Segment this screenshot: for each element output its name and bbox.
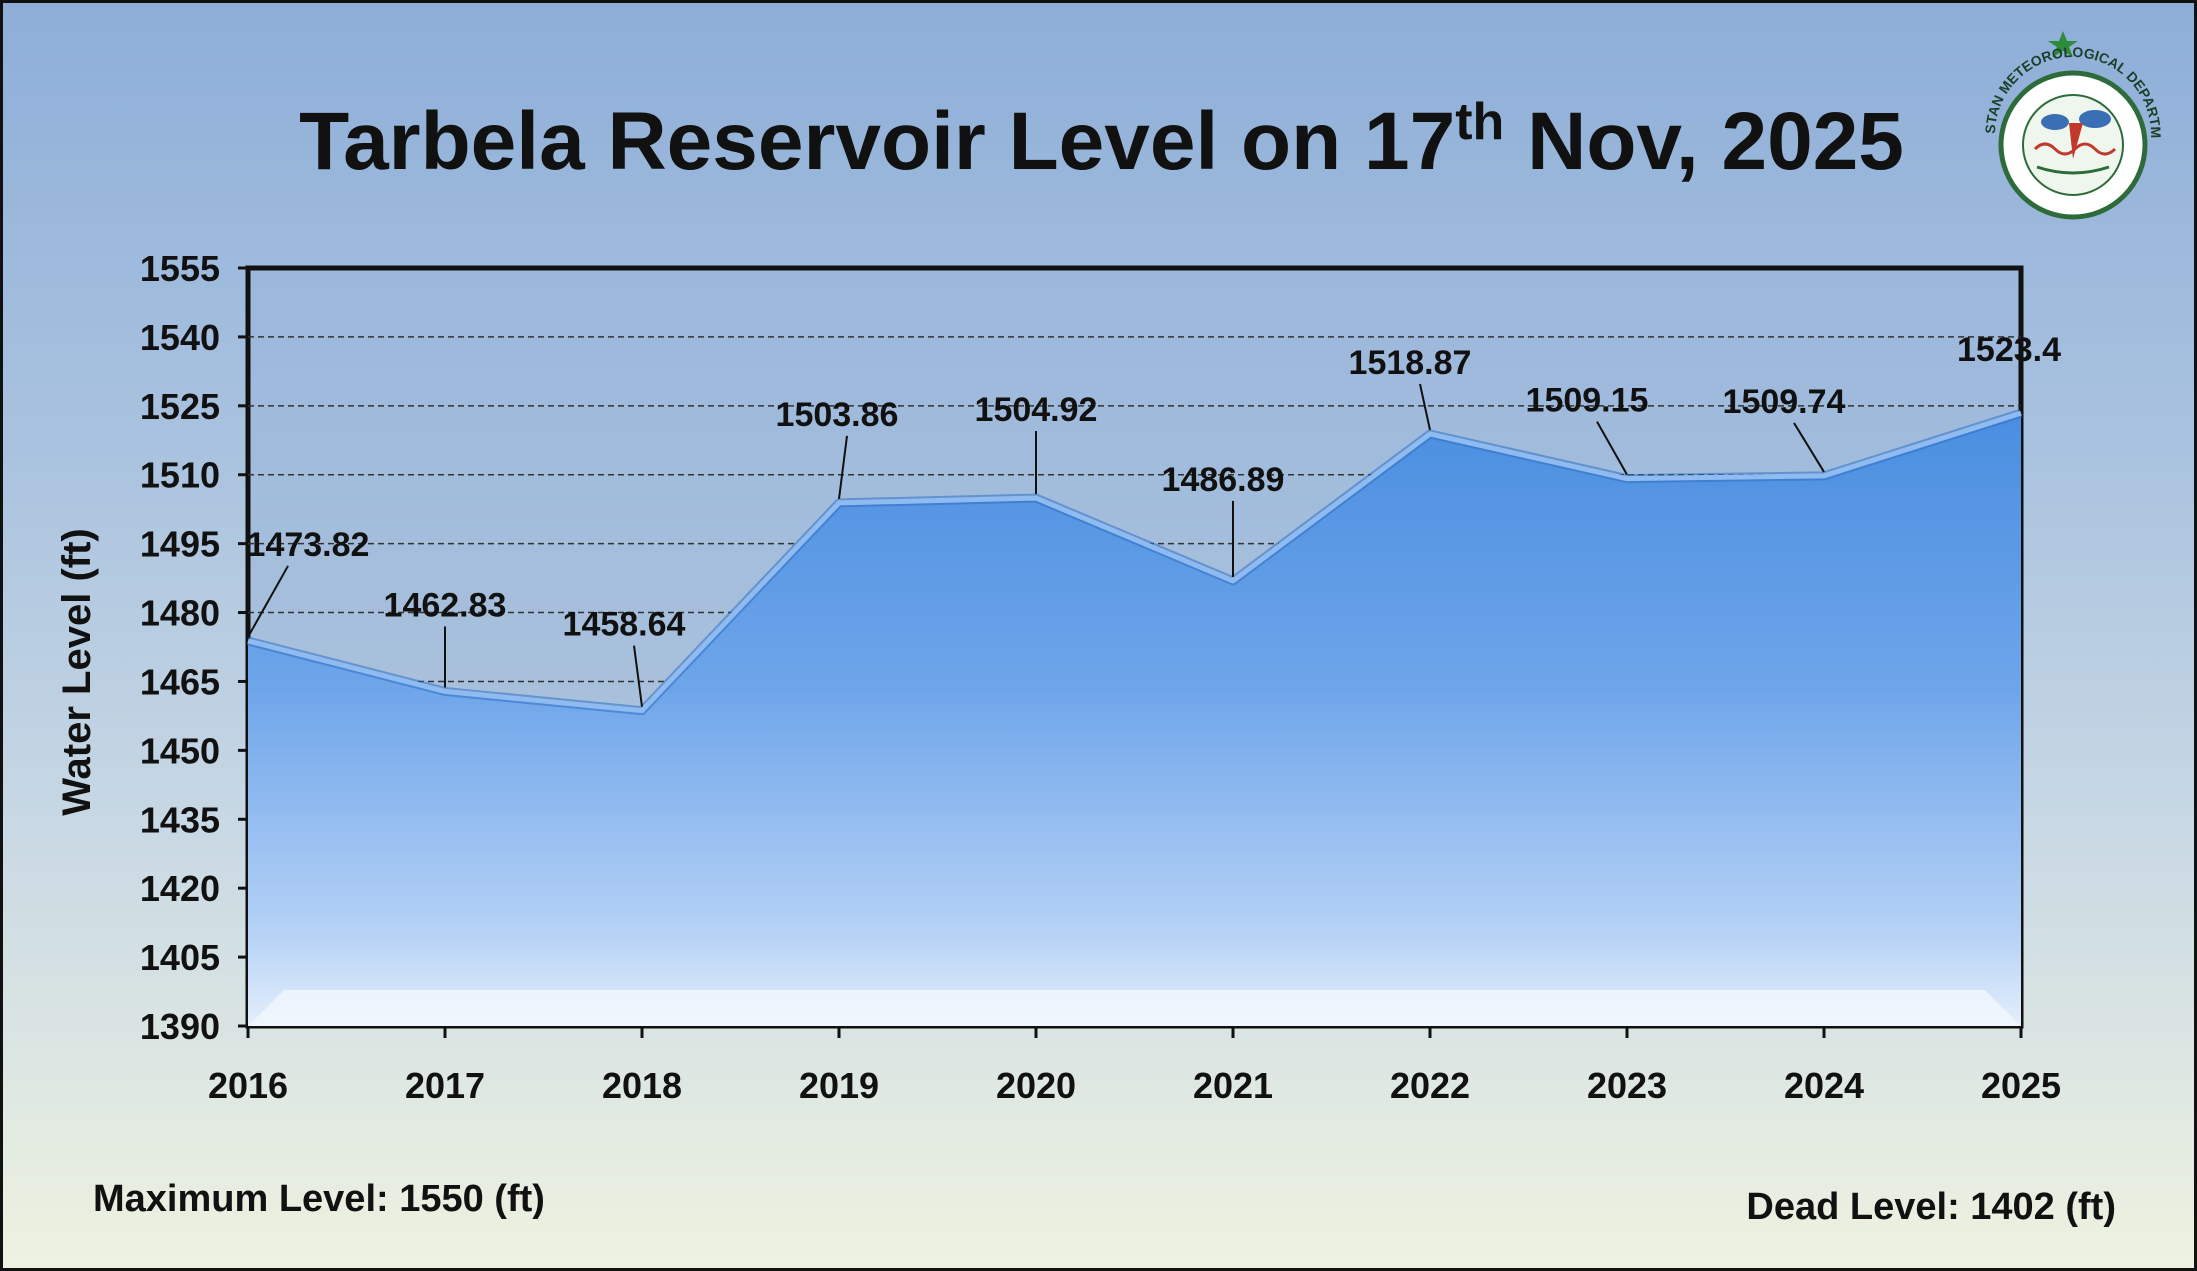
title-tail: Nov, 2025	[1504, 96, 1904, 187]
data-label-leader	[1596, 421, 1628, 476]
data-label: 1523.4	[1957, 331, 2061, 369]
data-label: 1509.74	[1723, 383, 1846, 421]
x-tick-label: 2024	[1784, 1065, 1864, 1106]
chart-title: Tarbela Reservoir Level on 17th Nov, 202…	[3, 93, 2194, 189]
y-tick-label: 1555	[140, 248, 220, 289]
y-tick-label: 1405	[140, 937, 220, 978]
axes: 1390 1405 1420 1435 1450 1465 1480 1495 1510 1525…	[140, 248, 2061, 1106]
y-tick-label: 1390	[140, 1006, 220, 1047]
data-label-leader	[838, 435, 848, 500]
series-line	[247, 410, 2022, 714]
chart-svg: 1390 1405 1420 1435 1450 1465 1480 1495 1510 1525…	[55, 248, 2061, 1106]
data-labels: 1473.82 1462.83 1458.64 1503.86 1504.92 1486.…	[247, 331, 2061, 707]
data-label-leader	[1793, 422, 1825, 473]
data-label: 1458.64	[563, 606, 686, 644]
x-tick-label: 2019	[799, 1065, 879, 1106]
y-axis-title: Water Level (ft)	[55, 528, 99, 815]
pakistan-meteorological-department-seal-icon: PAKISTAN METEOROLOGICAL DEPARTMENT	[1965, 27, 2164, 220]
y-tick-label: 1465	[140, 661, 220, 702]
data-label-leader	[247, 565, 289, 638]
area-series	[246, 408, 2023, 1027]
data-label: 1518.87	[1349, 344, 1472, 382]
x-tick-label: 2017	[405, 1065, 485, 1106]
y-tick-label: 1480	[140, 593, 220, 634]
x-tick-label: 2016	[208, 1065, 288, 1106]
data-label-leader	[1419, 383, 1431, 431]
y-tick-label: 1495	[140, 524, 220, 565]
dead-level-note: Dead Level: 1402 (ft)	[1746, 1186, 2116, 1228]
x-tick-label: 2022	[1390, 1065, 1470, 1106]
data-label: 1462.83	[384, 586, 507, 624]
x-tick-label: 2020	[996, 1065, 1076, 1106]
y-tick-label: 1510	[140, 455, 220, 496]
data-label: 1503.86	[776, 396, 899, 434]
maximum-level-note: Maximum Level: 1550 (ft)	[93, 1178, 545, 1220]
x-tick-label: 2018	[602, 1065, 682, 1106]
data-label: 1473.82	[247, 526, 370, 564]
data-label: 1504.92	[975, 391, 1098, 429]
area-base-bevel	[248, 990, 2021, 1026]
x-tick-label: 2025	[1981, 1065, 2061, 1106]
title-superscript: th	[1455, 93, 1505, 151]
x-tick-label: 2021	[1193, 1065, 1273, 1106]
y-tick-label: 1420	[140, 868, 220, 909]
data-label: 1486.89	[1162, 461, 1285, 499]
x-tick-label: 2023	[1587, 1065, 1667, 1106]
data-label: 1509.15	[1526, 382, 1649, 420]
y-tick-label: 1525	[140, 386, 220, 427]
y-tick-label: 1540	[140, 317, 220, 358]
data-label-leader	[633, 645, 643, 707]
y-tick-label: 1450	[140, 730, 220, 771]
y-tick-label: 1435	[140, 799, 220, 840]
title-main: Tarbela Reservoir Level on 17	[299, 96, 1456, 187]
area-fill	[248, 413, 2021, 1027]
